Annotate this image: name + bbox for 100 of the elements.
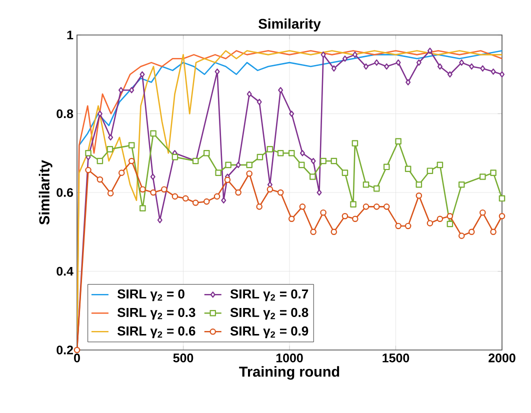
point: [128, 158, 135, 164]
point: [490, 170, 496, 176]
point: [278, 86, 284, 94]
point: [469, 63, 474, 70]
point: [426, 220, 434, 226]
point: [395, 138, 402, 144]
point: [266, 186, 274, 192]
point: [277, 189, 284, 196]
point: [498, 195, 506, 202]
point: [373, 185, 380, 192]
point: [320, 209, 326, 216]
point: [221, 197, 226, 204]
point: [172, 154, 178, 160]
point: [437, 63, 442, 70]
point: [225, 162, 232, 168]
point: [224, 176, 231, 184]
point: [446, 212, 454, 220]
point: [480, 209, 486, 216]
point: [246, 170, 252, 177]
x-tick-label: 1000: [276, 354, 303, 362]
point: [192, 200, 199, 206]
point: [289, 110, 294, 117]
point: [446, 220, 454, 228]
point: [140, 71, 145, 78]
point: [500, 71, 504, 78]
point: [150, 189, 156, 196]
point: [331, 65, 336, 72]
point: [362, 181, 370, 188]
point: [498, 212, 506, 220]
legend-label: SIRL γ$_{2}$ = 0.3: [117, 308, 196, 320]
point: [108, 134, 114, 141]
point: [362, 204, 370, 210]
point: [395, 222, 402, 230]
point: [266, 146, 274, 152]
point: [406, 79, 411, 86]
point: [299, 204, 306, 210]
point: [342, 55, 348, 62]
point: [235, 189, 242, 196]
point: [352, 52, 358, 58]
legend-label: SIRL γ$_{2}$ = 0: [117, 289, 184, 302]
point: [288, 150, 295, 156]
x-tick-label: 2000: [488, 354, 516, 362]
point: [246, 90, 252, 98]
point: [468, 228, 475, 236]
point: [256, 98, 262, 106]
point: [203, 198, 210, 205]
y-tick-label: 0.6: [56, 188, 74, 197]
point: [129, 86, 134, 94]
point: [150, 130, 156, 137]
point: [128, 142, 135, 148]
point: [172, 193, 178, 200]
point: [118, 86, 124, 94]
point: [320, 158, 326, 164]
chart-title: Similarity: [258, 18, 321, 32]
point: [396, 59, 401, 66]
point: [150, 174, 156, 180]
point: [364, 63, 368, 70]
point: [350, 201, 356, 208]
point: [246, 162, 252, 168]
point: [480, 174, 486, 180]
point: [342, 170, 348, 176]
point: [459, 59, 464, 66]
x-tick-label: 0: [74, 354, 80, 362]
y-tick-label: 0.4: [56, 266, 74, 276]
point: [383, 164, 390, 170]
point: [374, 59, 380, 66]
point: [383, 204, 390, 210]
point: [404, 222, 412, 230]
point: [490, 68, 496, 75]
point: [480, 65, 486, 72]
point: [342, 212, 348, 220]
point: [288, 216, 295, 222]
point: [160, 186, 168, 192]
point: [214, 193, 220, 200]
point: [310, 174, 316, 180]
point: [96, 176, 104, 183]
point: [330, 158, 338, 164]
point: [316, 189, 322, 196]
point: [447, 71, 452, 78]
point: [310, 228, 316, 236]
x-tick-label: 500: [173, 354, 194, 362]
point: [256, 204, 262, 210]
legend-label: SIRL γ$_{2}$ = 0.6: [117, 326, 196, 338]
point: [404, 166, 412, 172]
point: [416, 181, 422, 188]
point: [298, 162, 305, 168]
point: [426, 168, 434, 174]
point: [416, 192, 422, 199]
point: [458, 232, 465, 239]
legend-label: SIRL γ$_{2}$ = 0.8: [230, 308, 308, 320]
point: [106, 146, 114, 152]
legend-label: SIRL γ$_{2}$ = 0.9: [230, 326, 308, 338]
point: [157, 216, 162, 224]
point: [85, 150, 92, 156]
point: [373, 204, 380, 210]
point: [427, 48, 432, 54]
point: [310, 158, 316, 164]
point: [85, 166, 92, 174]
point: [436, 216, 444, 222]
point: [118, 170, 125, 176]
